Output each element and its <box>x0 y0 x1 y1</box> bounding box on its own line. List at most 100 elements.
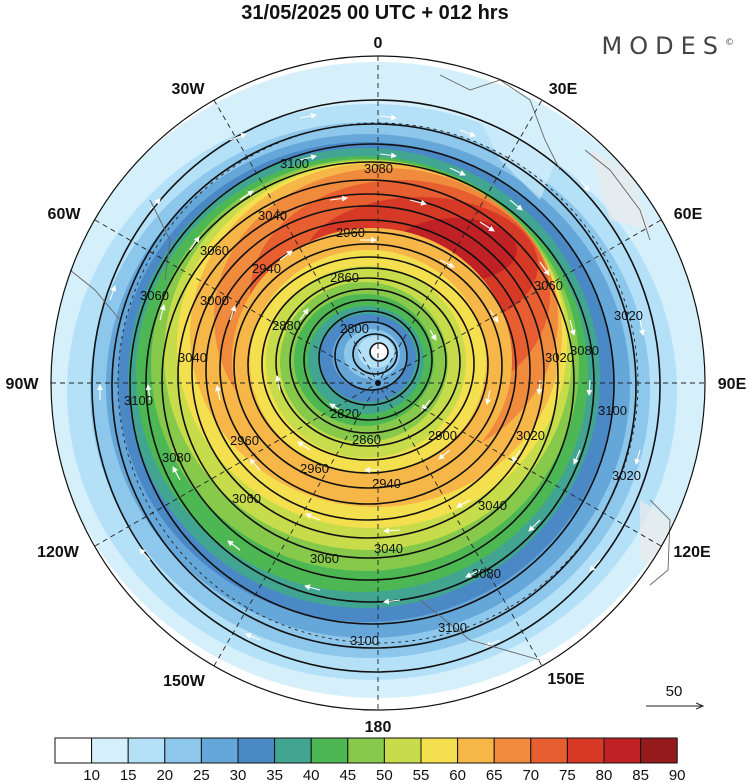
lon-label-120e: 120E <box>673 544 711 561</box>
vector-reference-value: 50 <box>666 683 683 700</box>
colorbar-tick-label: 45 <box>339 767 356 782</box>
wind-arrow <box>215 385 221 401</box>
wind-arrow <box>509 199 523 211</box>
colorbar-swatch <box>200 737 239 764</box>
contour-label: 3020 <box>545 350 574 365</box>
wind-arrow <box>145 384 152 401</box>
colorbar-tick-label: 85 <box>632 767 649 782</box>
wind-arrow <box>249 458 261 471</box>
lon-label-30e: 30E <box>549 81 578 98</box>
wind-arrow <box>149 198 161 211</box>
wind-arrow <box>539 261 550 276</box>
logo-text: MODES <box>601 32 725 60</box>
colorbar-swatch <box>237 737 276 764</box>
wind-arrow <box>528 519 541 532</box>
wind-arrow <box>479 221 495 232</box>
colorbar-swatch <box>347 737 385 764</box>
contour-line <box>261 267 475 461</box>
colorbar-tick-label: 30 <box>230 767 247 782</box>
wind-arrow <box>429 329 437 341</box>
colorbar-swatch <box>127 737 166 764</box>
colorbar-tick-label: 75 <box>559 767 576 782</box>
colorbar-tick-label: 70 <box>522 767 539 782</box>
lon-label-120w: 120W <box>37 544 80 561</box>
lon-label-60w: 60W <box>48 206 82 223</box>
contour-label: 3020 <box>614 308 643 323</box>
wind-arrow <box>439 259 455 268</box>
lon-label-150w: 150W <box>163 673 206 690</box>
contour-label: 3040 <box>178 350 207 365</box>
wind-arrow <box>109 285 117 301</box>
wind-arrow <box>579 179 590 192</box>
colorbar-tick-label: 20 <box>156 767 173 782</box>
colorbar: 10 15 20 25 30 35 40 45 50 55 60 65 70 75 80 85 90 <box>54 737 686 782</box>
coastline <box>584 149 651 241</box>
wind-arrow <box>304 584 321 591</box>
wind-arrow <box>409 199 427 206</box>
wind-arrow <box>438 449 451 460</box>
wind-vectors <box>97 112 645 647</box>
contour-label: 3100 <box>438 620 467 635</box>
contour-line <box>161 179 575 581</box>
contour-label: 3000 <box>200 293 229 308</box>
wind-arrow <box>569 319 576 336</box>
contour-label: 3040 <box>478 498 507 513</box>
contour-line <box>318 310 420 406</box>
contour-label: 3040 <box>258 208 287 223</box>
colorbar-tick-label: 10 <box>83 767 100 782</box>
wind-arrow <box>511 449 521 463</box>
coastline <box>419 599 541 661</box>
modes-logo: MODES© <box>602 32 734 60</box>
parallel <box>117 122 639 644</box>
contour-line <box>233 243 503 489</box>
contour-line <box>352 333 398 375</box>
contour-line <box>303 299 433 421</box>
contour-label: 2960 <box>300 461 329 476</box>
colorbar-swatch <box>640 737 678 764</box>
contour-label: 3060 <box>310 551 339 566</box>
wind-arrow <box>305 513 321 521</box>
colorbar-swatch <box>383 737 422 764</box>
contour-line <box>369 342 389 362</box>
wind-arrow <box>459 129 476 137</box>
contour-line <box>275 277 461 447</box>
contour-label: 3020 <box>516 428 545 443</box>
colorbar-swatch <box>457 737 495 764</box>
contour-label: 3100 <box>350 633 379 648</box>
copyright-mark: © <box>725 38 734 48</box>
contour-line <box>129 143 615 625</box>
wind-arrow <box>465 569 481 578</box>
contour-label: 3100 <box>280 156 309 171</box>
contour-label: 3020 <box>612 468 641 483</box>
height-contours <box>91 99 661 673</box>
contour-label: 2940 <box>372 476 401 491</box>
wind-arrow <box>485 389 491 405</box>
wind-arrow <box>229 305 237 321</box>
colorbar-tick-label: 60 <box>449 767 466 782</box>
contour-label: 3060 <box>140 288 169 303</box>
contour-line <box>289 288 447 434</box>
lon-label-90w: 90W <box>6 376 40 393</box>
wind-arrow <box>456 499 471 508</box>
lon-label-30w: 30W <box>172 81 206 98</box>
contour-label: 3080 <box>364 161 393 176</box>
wind-arrow <box>245 633 261 641</box>
contour-label: 2800 <box>340 321 369 336</box>
colorbar-tick-label: 40 <box>303 767 320 782</box>
contour-label: 3040 <box>374 541 403 556</box>
wind-arrow <box>573 449 581 465</box>
contour-label: 2860 <box>352 432 381 447</box>
wind-arrow <box>172 466 181 481</box>
map-title: 31/05/2025 00 UTC + 012 hrs <box>241 2 509 24</box>
wind-arrow <box>449 167 466 176</box>
wind-arrow <box>299 308 309 321</box>
map-boundary <box>50 55 706 711</box>
colorbar-tick-label: 55 <box>413 767 430 782</box>
contour-label: 3080 <box>162 450 191 465</box>
wind-arrow <box>586 379 593 396</box>
wind-arrow <box>379 114 397 121</box>
lon-label-0: 0 <box>374 35 383 52</box>
contour-line <box>334 321 408 391</box>
colorbar-swatch <box>310 737 349 764</box>
